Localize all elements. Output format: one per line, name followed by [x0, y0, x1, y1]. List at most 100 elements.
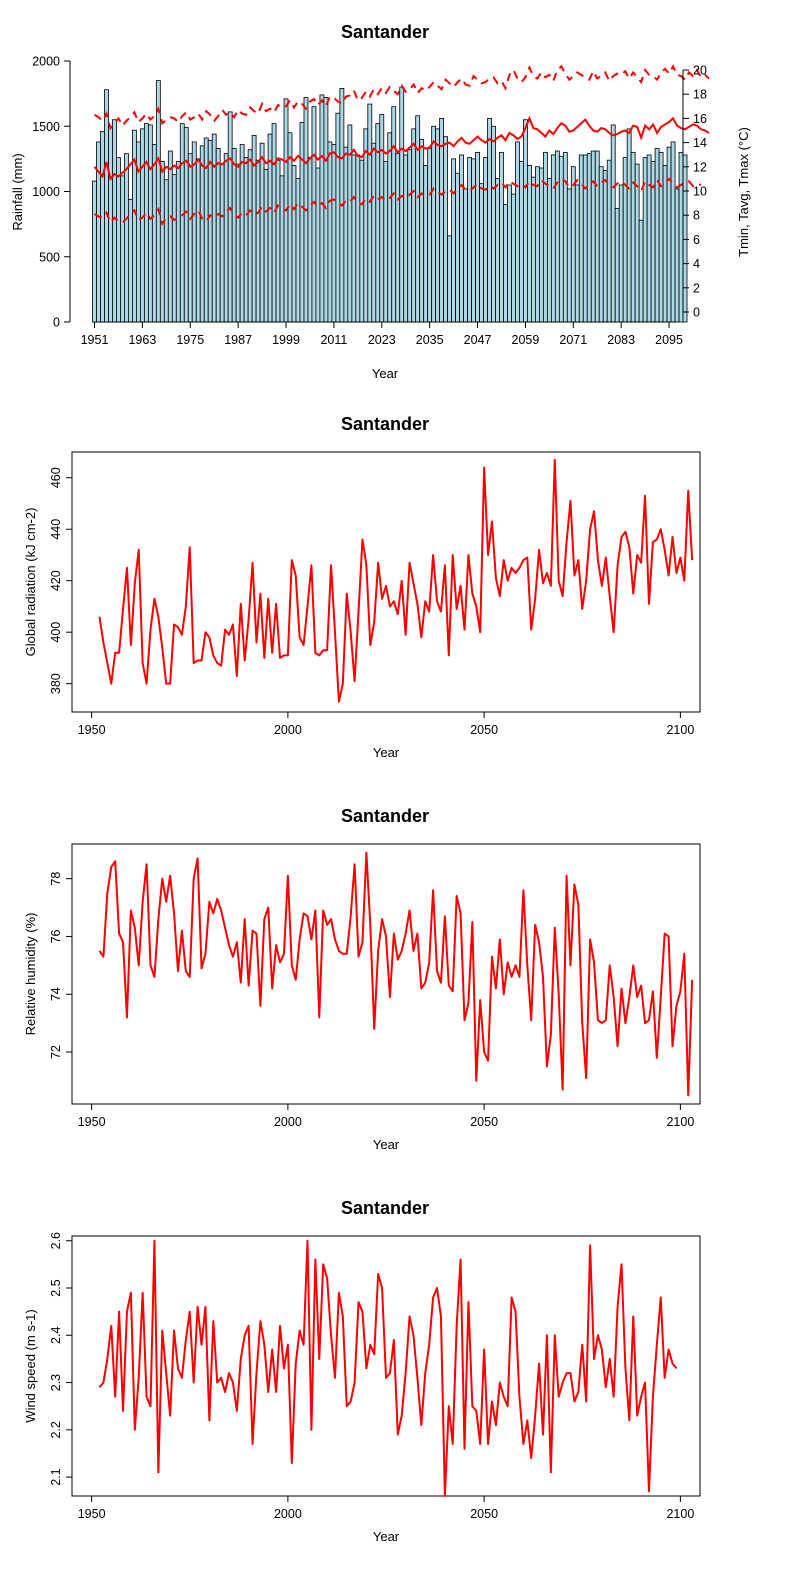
rainfall-bar: [363, 128, 369, 323]
rainfall-bar: [124, 153, 129, 323]
rainfall-bar: [379, 114, 385, 323]
rainfall-bar: [487, 118, 492, 323]
rainfall-bar: [287, 132, 293, 323]
rainfall-bar: [319, 94, 325, 323]
rainfall-bar: [515, 141, 520, 323]
x-tick-label: 1950: [78, 1115, 106, 1129]
rainfall-bar: [630, 151, 636, 323]
rainfall-bar: [622, 157, 628, 323]
rainfall-bar: [535, 166, 540, 323]
rainfall-bar: [335, 112, 341, 323]
rainfall-bar: [503, 204, 508, 323]
rainfall-bar: [586, 153, 592, 323]
rainfall-bar: [459, 154, 464, 323]
rainfall-bar: [100, 131, 105, 323]
x-tick-label: 1987: [224, 333, 252, 347]
rainfall-bar: [570, 166, 576, 323]
y-tick-label: 460: [49, 467, 63, 488]
rainfall-bar: [275, 159, 281, 323]
y-tick-label-right: 20: [693, 64, 707, 78]
rainfall-bar: [431, 125, 437, 323]
x-tick-label: 2050: [470, 1507, 498, 1521]
rainfall-bar: [104, 89, 109, 323]
rainfall-bar: [538, 167, 544, 323]
x-tick-label: 2059: [512, 333, 540, 347]
rainfall-bar: [678, 151, 684, 323]
rainfall-bar: [582, 154, 588, 323]
plot-frame: [71, 1235, 701, 1497]
rainfall-bar: [646, 154, 652, 323]
rainfall-bar: [291, 164, 297, 323]
rainfall-bar: [395, 153, 401, 323]
rainfall-temperature-chart: Santander 0 500 1000 1500 2000 0 2 4 6 8 10 12 14 16 18…: [10, 22, 751, 381]
rainfall-bar: [128, 198, 133, 323]
rainfall-bar: [359, 159, 365, 323]
rainfall-bar: [92, 180, 97, 323]
rainfall-bar: [155, 80, 161, 323]
rainfall-bar: [491, 125, 496, 323]
rainfall-bar: [590, 150, 596, 323]
rainfall-bar: [411, 128, 417, 323]
rainfall-bar: [151, 144, 157, 323]
rainfall-bar: [499, 151, 504, 323]
rainfall-bar: [355, 154, 361, 323]
series-line: [98, 851, 694, 1097]
rainfall-bar: [235, 163, 241, 323]
rainfall-bar: [159, 161, 165, 323]
y-tick-label: 2.2: [49, 1421, 63, 1438]
tmax-line: [93, 64, 710, 131]
rainfall-bar: [546, 178, 552, 323]
rainfall-bar: [479, 183, 484, 323]
rainfall-bar: [523, 119, 528, 323]
rainfall-bar: [139, 128, 145, 323]
rainfall-bar: [550, 154, 556, 323]
x-tick-label: 2083: [607, 333, 635, 347]
rainfall-bar: [558, 155, 564, 323]
rainfall-bar: [439, 118, 445, 323]
y-tick-label-left: 500: [39, 250, 60, 264]
rainfall-bar: [519, 161, 524, 323]
rainfall-bar: [195, 158, 201, 323]
rainfall-bar: [507, 184, 512, 323]
rainfall-bar: [495, 178, 500, 323]
rainfall-bar: [187, 153, 193, 323]
rainfall-bar: [215, 148, 221, 323]
rainfall-bar: [239, 144, 245, 323]
rainfall-bar: [610, 124, 616, 323]
rainfall-bar: [171, 174, 177, 323]
rainfall-bar: [467, 157, 472, 323]
rainfall-bar: [259, 142, 265, 323]
x-tick-label: 1950: [78, 1507, 106, 1521]
x-axis-label: Year: [373, 1529, 400, 1544]
y-tick-label-right: 16: [693, 112, 707, 126]
rainfall-bar: [451, 158, 456, 323]
rainfall-bar: [399, 86, 405, 323]
rainfall-bar: [658, 151, 664, 323]
rainfall-bar: [427, 148, 433, 323]
x-tick-label: 2100: [666, 723, 694, 737]
plot-frame: [71, 451, 701, 713]
rainfall-bar: [682, 154, 688, 323]
y-tick-label: 380: [49, 673, 63, 694]
rainfall-bar: [179, 123, 185, 323]
rainfall-bar: [483, 157, 488, 323]
rainfall-bar: [207, 140, 213, 323]
y-tick-label: 2.1: [49, 1468, 63, 1485]
y-axis-label-right: Tmin, Tavg, Tmax (°C): [736, 127, 751, 257]
rainfall-bar: [606, 159, 612, 323]
rainfall-bar: [255, 159, 261, 323]
rainfall-bar: [471, 158, 476, 323]
chart-title: Santander: [341, 414, 429, 434]
rainfall-bar: [511, 193, 516, 323]
y-tick-label-right: 14: [693, 136, 707, 150]
y-tick-label: 2.3: [49, 1374, 63, 1391]
x-tick-label: 1975: [176, 333, 204, 347]
y-tick-label-right: 10: [693, 185, 707, 199]
rainfall-bar: [674, 188, 680, 323]
rainfall-bar: [247, 149, 253, 323]
rainfall-bar: [108, 125, 113, 323]
x-tick-label: 2100: [666, 1115, 694, 1129]
wind-speed-chart: Santander 1950 2000 2050 2100 2.1 2.2 2.3 2.4 2.5…: [23, 1198, 701, 1544]
series-line: [98, 1239, 678, 1497]
x-tick-label: 2071: [559, 333, 587, 347]
